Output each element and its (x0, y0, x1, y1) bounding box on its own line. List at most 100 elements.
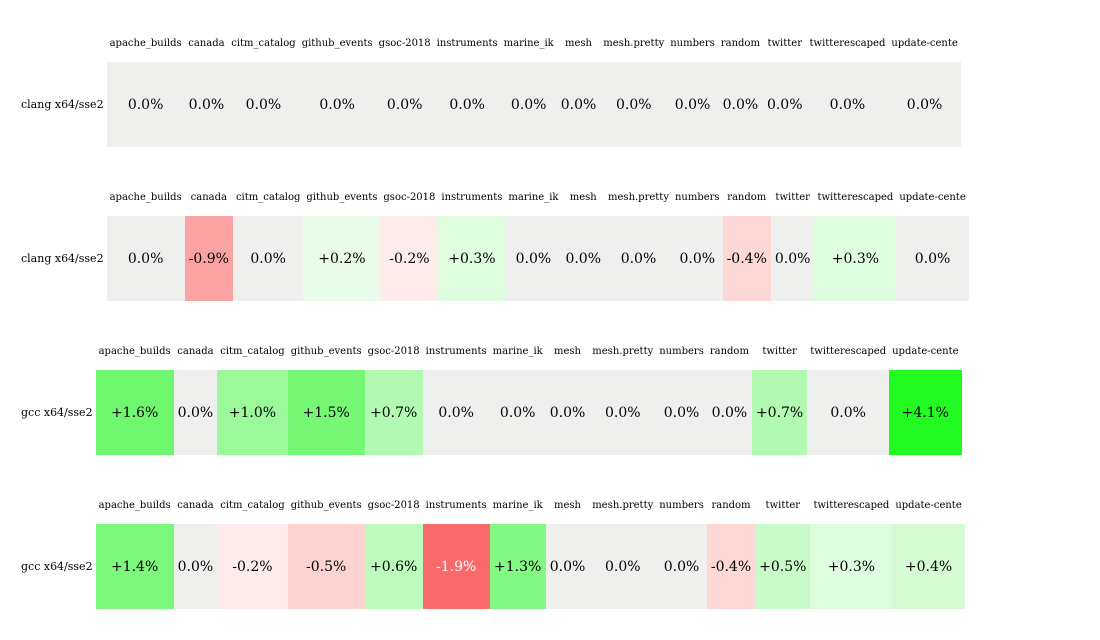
heatmap-cell: 0.0% (600, 62, 668, 147)
heatmap-cell: -0.9% (184, 216, 233, 301)
column-header: gsoc-2018 (383, 192, 436, 203)
heatmap-cell: 0.0% (545, 524, 590, 609)
column-header: gsoc-2018 (378, 38, 431, 49)
heatmap-block: apache_builds canada citm_catalog github_ev… (21, 492, 965, 609)
heatmap-block: apache_builds canada citm_catalog github_ev… (21, 338, 962, 455)
column-header: instruments (425, 346, 487, 357)
heatmap-cell: +0.3% (810, 524, 893, 609)
row-label: clang x64/sse2 (21, 252, 104, 265)
column-header: mesh (569, 192, 597, 203)
column-header: update-cente (892, 346, 959, 357)
heatmap-cell: 0.0% (505, 216, 562, 301)
heatmap-cell: 0.0% (656, 370, 707, 455)
column-header: github_events (301, 38, 373, 49)
heatmap-cell: 0.0% (589, 370, 657, 455)
heatmap-cell: +0.6% (364, 524, 423, 609)
column-header: canada (177, 500, 214, 511)
heatmap-cell: +0.7% (751, 370, 808, 455)
column-header: marine_ik (503, 38, 554, 49)
heatmap-cell: 0.0% (173, 370, 218, 455)
heatmap-cell: 0.0% (106, 216, 185, 301)
heatmap-cell: +0.4% (892, 524, 965, 609)
heatmap-cell: -0.2% (217, 524, 288, 609)
column-header: citm_catalog (235, 192, 301, 203)
column-header: numbers (659, 346, 704, 357)
column-header: instruments (436, 38, 498, 49)
heatmap-cell: +1.4% (95, 524, 174, 609)
column-header: numbers (674, 192, 720, 203)
heatmap-cell: 0.0% (605, 216, 672, 301)
heatmap-cell: 0.0% (807, 370, 890, 455)
header-spacer (21, 184, 107, 216)
column-header: twitter (775, 192, 810, 203)
heatmap-cell: 0.0% (656, 524, 707, 609)
heatmap-cell: 0.0% (375, 62, 434, 147)
row-label: clang x64/sse2 (21, 98, 104, 111)
heatmap-cell: 0.0% (770, 216, 815, 301)
column-header: twitter (767, 38, 802, 49)
heatmap-cell: +0.5% (755, 524, 811, 609)
heatmap-cell: 0.0% (228, 62, 299, 147)
row-label: gcc x64/sse2 (21, 406, 93, 419)
column-header: canada (177, 346, 214, 357)
column-header: instruments (441, 192, 503, 203)
heatmap-cell: +1.6% (95, 370, 174, 455)
heatmap-cell: 0.0% (806, 62, 889, 147)
heatmap-cell: +0.7% (364, 370, 423, 455)
column-header: random (720, 38, 760, 49)
column-header: marine_ik (492, 346, 543, 357)
column-header: mesh (554, 346, 581, 357)
header-spacer (21, 338, 96, 370)
column-header: mesh (554, 500, 581, 511)
heatmap-cell: 0.0% (500, 62, 557, 147)
heatmap-cell: 0.0% (184, 62, 229, 147)
heatmap-cell: 0.0% (489, 370, 546, 455)
heatmap-cell: +1.3% (489, 524, 546, 609)
column-header: twitter (762, 346, 797, 357)
column-header: citm_catalog (220, 500, 285, 511)
heatmap-cell: +1.5% (287, 370, 365, 455)
heatmap-cell: +1.0% (217, 370, 288, 455)
column-header: github_events (306, 192, 378, 203)
column-header: random (727, 192, 767, 203)
heatmap-cell: 0.0% (298, 62, 376, 147)
column-header: citm_catalog (220, 346, 285, 357)
heatmap-cell: +0.3% (438, 216, 506, 301)
heatmap-chart: apache_builds canada citm_catalog github_ev… (21, 30, 969, 609)
row-label: gcc x64/sse2 (21, 560, 93, 573)
heatmap-cell: 0.0% (173, 524, 218, 609)
column-header: random (711, 500, 751, 511)
header-spacer (21, 492, 96, 524)
column-header: apache_builds (109, 38, 182, 49)
column-header: instruments (425, 500, 487, 511)
heatmap-cell: 0.0% (706, 370, 752, 455)
column-header: mesh.pretty (592, 500, 654, 511)
heatmap-cell: +0.3% (814, 216, 897, 301)
heatmap-cell: -1.9% (422, 524, 490, 609)
heatmap-cell: 0.0% (433, 62, 501, 147)
column-header: numbers (670, 38, 715, 49)
heatmap-block: apache_builds canada citm_catalog github_ev… (21, 30, 961, 147)
column-header: github_events (290, 500, 362, 511)
column-header: mesh.pretty (592, 346, 654, 357)
column-header: twitterescaped (809, 38, 886, 49)
heatmap-cell: -0.2% (380, 216, 439, 301)
column-header: twitterescaped (810, 346, 887, 357)
column-header: github_events (290, 346, 362, 357)
heatmap-cell: 0.0% (545, 370, 590, 455)
column-header: canada (188, 38, 225, 49)
column-header: twitterescaped (813, 500, 890, 511)
heatmap-cell: 0.0% (717, 62, 763, 147)
heatmap-cell: 0.0% (896, 216, 969, 301)
column-header: mesh.pretty (608, 192, 669, 203)
header-spacer (21, 30, 107, 62)
column-header: twitterescaped (817, 192, 894, 203)
column-header: update-cente (895, 500, 962, 511)
heatmap-cell: 0.0% (232, 216, 304, 301)
column-header: gsoc-2018 (367, 346, 420, 357)
heatmap-cell: 0.0% (422, 370, 490, 455)
heatmap-cell: -0.4% (722, 216, 771, 301)
heatmap-cell: +0.2% (303, 216, 381, 301)
heatmap-cell: 0.0% (888, 62, 961, 147)
heatmap-cell: 0.0% (106, 62, 185, 147)
